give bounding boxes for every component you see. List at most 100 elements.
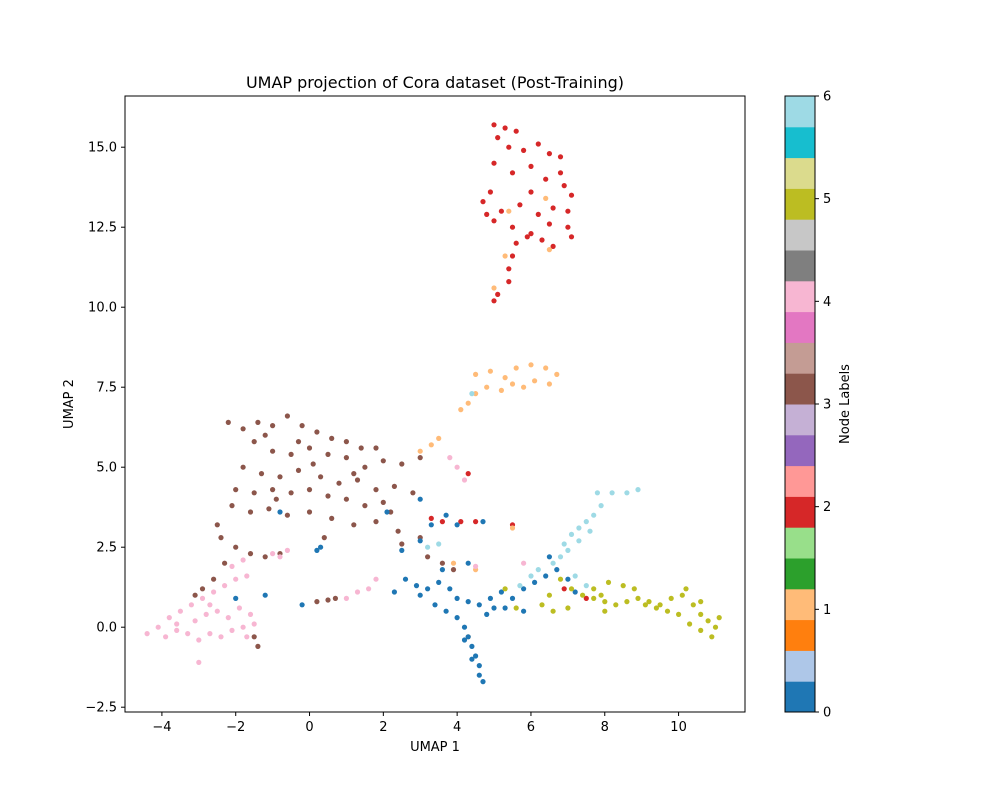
scatter-point-label-0 (480, 679, 486, 685)
scatter-points (144, 122, 722, 685)
colorbar-tick-label: 4 (823, 295, 831, 310)
scatter-point-label-2 (513, 128, 519, 134)
scatter-point-label-3 (343, 496, 349, 502)
scatter-point-label-1 (546, 247, 553, 253)
colorbar-segment (785, 527, 815, 559)
scatter-point-label-0 (262, 592, 268, 598)
scatter-point-label-6 (576, 525, 582, 531)
scatter-point-label-2 (487, 189, 493, 195)
scatter-point-label-1 (506, 208, 512, 214)
scatter-point-label-0 (454, 615, 460, 621)
x-tick-label: 10 (670, 720, 687, 735)
scatter-point-label-4 (174, 627, 180, 634)
scatter-point-label-2 (561, 586, 567, 592)
scatter-point-label-3 (240, 464, 246, 470)
scatter-point-label-4 (473, 563, 479, 570)
scatter-point-label-4 (244, 573, 250, 579)
scatter-point-label-4 (343, 595, 349, 602)
y-tick-label: 2.5 (96, 541, 117, 556)
scatter-point-label-0 (417, 592, 423, 598)
scatter-point-label-0 (314, 547, 320, 554)
scatter-point-label-4 (244, 634, 250, 640)
colorbar-label: Node Labels (838, 364, 853, 444)
scatter-point-label-0 (432, 602, 438, 608)
scatter-point-label-5 (687, 621, 693, 627)
scatter-point-label-6 (517, 583, 523, 589)
scatter-point-label-2 (565, 208, 571, 214)
scatter-point-label-0 (498, 589, 504, 595)
scatter-point-label-4 (240, 624, 246, 630)
scatter-point-label-5 (698, 611, 704, 618)
colorbar-segment (785, 619, 815, 651)
scatter-point-label-0 (465, 560, 471, 566)
y-tick-label: −2.5 (85, 701, 117, 716)
colorbar-segment (785, 250, 815, 282)
x-axis: −4 −2 0 2 4 6 8 10 (152, 712, 687, 735)
scatter-point-label-3 (410, 490, 416, 496)
scatter-point-label-3 (373, 445, 379, 451)
scatter-point-label-2 (506, 279, 512, 285)
scatter-point-label-3 (214, 522, 220, 528)
scatter-point-label-4 (218, 634, 224, 640)
scatter-point-label-3 (373, 519, 379, 525)
scatter-point-label-2 (568, 192, 575, 198)
scatter-point-label-6 (550, 560, 556, 566)
scatter-point-label-1 (436, 435, 442, 441)
scatter-point-label-6 (587, 528, 593, 534)
scatter-point-label-3 (314, 599, 320, 605)
scatter-point-label-2 (473, 519, 479, 525)
scatter-point-label-6 (591, 512, 597, 518)
scatter-point-label-1 (458, 407, 464, 413)
scatter-point-label-1 (554, 371, 560, 377)
scatter-point-label-3 (343, 439, 349, 445)
scatter-point-label-1 (450, 560, 457, 566)
scatter-point-label-2 (465, 471, 471, 477)
x-tick-label: 4 (453, 720, 461, 735)
scatter-point-label-5 (598, 592, 604, 598)
scatter-point-label-2 (495, 135, 501, 141)
scatter-point-label-0 (491, 605, 497, 611)
scatter-point-label-5 (646, 599, 652, 605)
scatter-point-label-4 (354, 589, 361, 595)
scatter-point-label-2 (498, 208, 504, 214)
scatter-point-label-2 (491, 122, 497, 128)
scatter-point-label-3 (262, 554, 268, 560)
scatter-point-label-6 (561, 541, 567, 547)
scatter-point-label-3 (325, 451, 331, 457)
scatter-point-label-1 (543, 365, 549, 371)
scatter-point-label-1 (509, 525, 516, 531)
scatter-point-label-3 (255, 419, 261, 425)
scatter-point-label-6 (635, 487, 641, 493)
scatter-point-label-3 (329, 515, 335, 522)
scatter-point-label-3 (391, 483, 397, 489)
scatter-point-label-4 (251, 621, 257, 627)
scatter-point-label-0 (465, 599, 471, 605)
scatter-point-label-5 (690, 602, 696, 608)
scatter-point-label-4 (222, 583, 228, 589)
scatter-point-label-3 (373, 487, 379, 493)
x-tick-label: 8 (601, 720, 609, 735)
scatter-point-label-5 (539, 602, 545, 608)
scatter-point-label-3 (270, 423, 276, 429)
colorbar-tick-label: 1 (823, 603, 831, 618)
scatter-point-label-2 (439, 519, 445, 525)
scatter-point-label-4 (211, 589, 217, 595)
scatter-point-label-4 (240, 557, 246, 563)
scatter-point-label-2 (568, 234, 575, 240)
scatter-point-label-2 (557, 154, 564, 160)
scatter-point-label-5 (698, 599, 704, 605)
scatter-point-label-4 (177, 608, 183, 614)
scatter-point-label-3 (306, 509, 313, 515)
scatter-point-label-5 (568, 586, 575, 592)
scatter-point-label-1 (546, 381, 553, 387)
scatter-point-label-2 (495, 291, 501, 297)
colorbar-segment (785, 496, 815, 528)
scatter-point-label-3 (354, 477, 361, 483)
scatter-point-label-5 (653, 605, 660, 611)
scatter-point-label-3 (288, 490, 294, 496)
scatter-point-label-0 (318, 544, 324, 550)
scatter-point-label-3 (247, 551, 254, 557)
x-tick-label: 0 (305, 720, 313, 735)
scatter-point-label-5 (709, 634, 715, 640)
colorbar-segment (785, 650, 815, 682)
